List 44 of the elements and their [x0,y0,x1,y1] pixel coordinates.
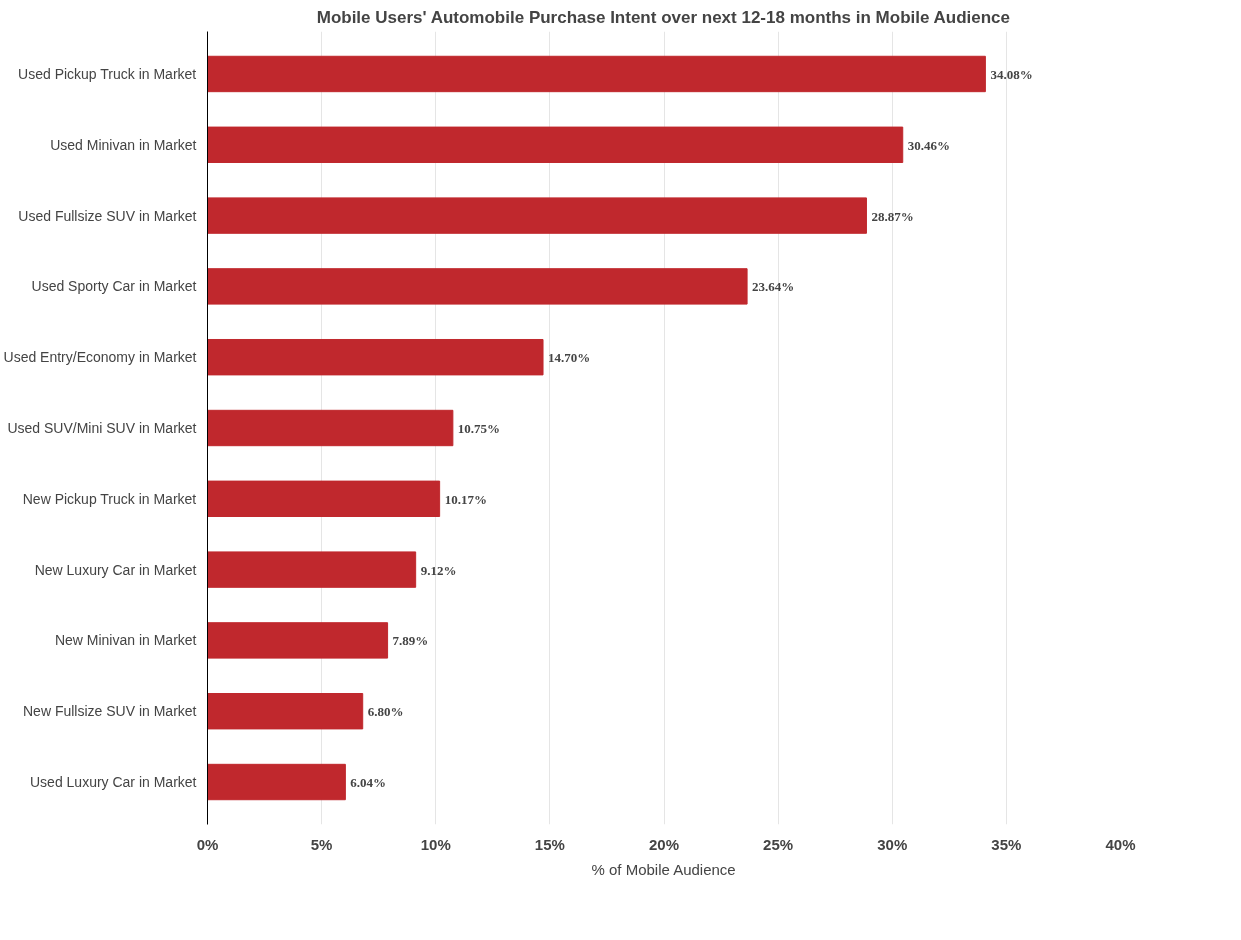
bar [207,693,364,730]
y-tick-label: New Fullsize SUV in Market [23,703,197,720]
data-label: 7.89% [392,633,429,649]
data-label: 14.70% [548,350,591,366]
y-tick-label: New Pickup Truck in Market [22,490,197,507]
bar [207,126,904,163]
data-label: 28.87% [871,208,914,224]
bar [207,409,454,447]
bar [207,763,346,801]
bar [207,551,417,588]
data-label: 6.04% [350,775,387,791]
bar [207,622,389,659]
y-tick-label: Used Fullsize SUV in Market [18,207,197,224]
y-tick-label: Used Minivan in Market [50,136,197,153]
x-tick-label: 0% [196,835,219,853]
bar [207,480,441,517]
data-label: 34.08% [990,66,1033,82]
x-tick-label: 10% [420,835,451,853]
data-label: 10.75% [457,421,501,436]
x-tick-label: 20% [648,835,680,853]
data-label: 23.64% [752,279,795,295]
x-tick-label: 35% [991,835,1022,853]
y-tick-label: New Luxury Car in Market [34,561,197,578]
y-tick-label: Used SUV/Mini SUV in Market [7,420,197,436]
chart-title: Mobile Users' Automobile Purchase Intent over next 12-18 months in Mobile Audience [316,7,1011,27]
x-axis-title: % of Mobile Audience [591,860,736,878]
bar [207,197,867,234]
y-tick-label: Used Luxury Car in Market [30,774,197,791]
y-tick-label: Used Sporty Car in Market [31,278,197,295]
x-tick-label: 15% [534,835,565,853]
y-tick-label: New Minivan in Market [54,632,197,649]
bar [207,268,748,305]
data-label: 30.46% [907,137,950,153]
y-tick-label: Used Entry/Economy in Market [3,349,197,366]
x-tick-label: 40% [1105,835,1136,853]
x-tick-label: 5% [310,835,333,853]
bar [207,55,986,93]
bar [207,339,544,376]
x-tick-label: 30% [877,835,908,853]
y-tick-label: Used Pickup Truck in Market [18,65,197,82]
data-label: 6.80% [367,704,404,720]
data-label: 10.17% [444,491,487,507]
x-tick-label: 25% [763,835,794,853]
data-label: 9.12% [420,562,457,578]
